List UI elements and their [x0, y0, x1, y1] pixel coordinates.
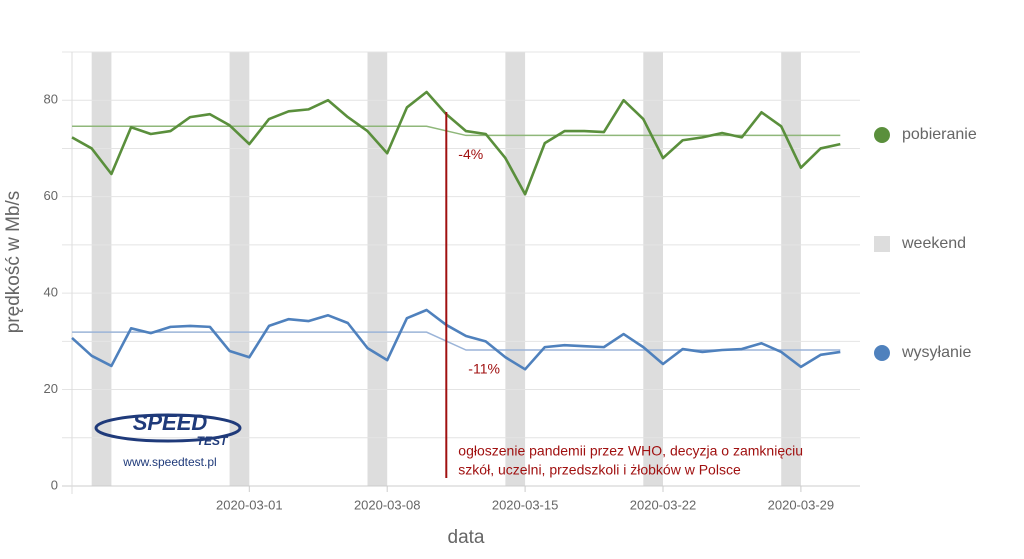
logo-brand: SPEED: [133, 410, 208, 435]
weekend-band: [367, 52, 388, 486]
y-tick-label: 20: [44, 381, 58, 396]
weekend-band: [229, 52, 250, 486]
x-tick-label: 2020-03-15: [492, 497, 559, 512]
y-tick-label: 0: [51, 477, 58, 492]
event-label: szkół, uczelni, przedszkoli i żłobków w …: [458, 462, 741, 478]
y-axis-label: prędkość w Mb/s: [3, 191, 24, 334]
weekend-band: [91, 52, 112, 486]
x-tick-label: 2020-03-29: [768, 497, 835, 512]
logo-sub: TEST: [197, 434, 229, 448]
event-label: ogłoszenie pandemii przez WHO, decyzja o…: [458, 443, 803, 459]
legend-marker: [874, 236, 890, 252]
x-tick-label: 2020-03-01: [216, 497, 283, 512]
y-tick-label: 80: [44, 92, 58, 107]
logo: SPEED TEST www.speedtest.pl: [94, 410, 242, 469]
legend-marker: [874, 127, 890, 143]
x-axis-label: data: [448, 527, 485, 548]
legend-label: weekend: [901, 235, 966, 252]
change-label: -11%: [468, 361, 500, 377]
legend-marker: [874, 345, 890, 361]
weekend-band: [781, 52, 801, 486]
series-line: [71, 308, 841, 371]
series-line: [71, 90, 841, 196]
weekend-band: [643, 52, 663, 486]
x-tick-label: 2020-03-22: [630, 497, 697, 512]
legend-label: wysyłanie: [901, 344, 971, 361]
change-label: -4%: [458, 146, 483, 162]
legend-label: pobieranie: [902, 126, 977, 143]
logo-url: www.speedtest.pl: [122, 455, 216, 469]
weekend-band: [505, 52, 526, 486]
logo-swoosh: [94, 413, 242, 443]
y-tick-label: 60: [44, 188, 58, 203]
y-tick-label: 40: [44, 285, 58, 300]
x-tick-label: 2020-03-08: [354, 497, 421, 512]
